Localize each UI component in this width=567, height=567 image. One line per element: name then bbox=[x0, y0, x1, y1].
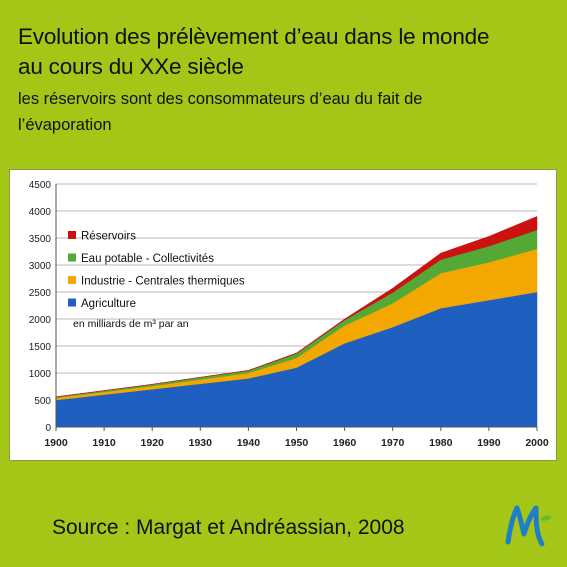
x-tick-label: 1990 bbox=[477, 437, 501, 449]
unit-note: en milliards de m³ par an bbox=[73, 318, 189, 330]
y-tick-label: 4500 bbox=[29, 180, 52, 191]
legend: Réservoirs Eau potable - Collectivités Ind… bbox=[68, 231, 245, 330]
area-reservoirs bbox=[55, 216, 538, 398]
logo-m-stroke bbox=[505, 505, 545, 547]
chart-title: Evolution des prélèvement d’eau dans le … bbox=[18, 22, 553, 82]
y-tick-label: 500 bbox=[34, 396, 51, 407]
stacked-area-chart: 0 500 1000 1500 2000 2500 3000 3500 4000 4500 1900… bbox=[29, 180, 549, 449]
x-tick-label: 1960 bbox=[333, 437, 357, 449]
chart-panel: 0 500 1000 1500 2000 2500 3000 3500 4000 4500 1900… bbox=[9, 169, 557, 461]
source-credit: Source : Margat et Andréassian, 2008 bbox=[52, 516, 405, 539]
subtitle-line-2: l’évaporation bbox=[18, 116, 112, 134]
legend-label: Agriculture bbox=[81, 298, 136, 310]
y-tick-label: 0 bbox=[45, 423, 51, 434]
legend-swatch bbox=[68, 298, 76, 307]
subtitle-line-1: les réservoirs sont des consommateurs d’… bbox=[18, 90, 423, 108]
series-areas bbox=[55, 216, 538, 428]
legend-swatch bbox=[68, 253, 76, 262]
y-tick-label: 1500 bbox=[29, 342, 52, 353]
title-line-1: Evolution des prélèvement d’eau dans le … bbox=[18, 24, 490, 49]
legend-swatch bbox=[68, 276, 76, 284]
tick-labels: 0 500 1000 1500 2000 2500 3000 3500 4000 4500 1900… bbox=[29, 180, 549, 449]
gridlines bbox=[56, 183, 537, 401]
y-tick-label: 1000 bbox=[29, 369, 52, 380]
x-tick-label: 1900 bbox=[44, 437, 68, 449]
x-tick-label: 1980 bbox=[429, 437, 453, 449]
x-tick-label: 1940 bbox=[237, 437, 261, 449]
y-tick-label: 3500 bbox=[29, 234, 52, 245]
chart-subtitle: les réservoirs sont des consommateurs d’… bbox=[18, 86, 553, 138]
x-tick-label: 1910 bbox=[92, 437, 116, 449]
x-tick-label: 1920 bbox=[141, 437, 165, 449]
x-tick-label: 2000 bbox=[525, 437, 549, 449]
legend-label: Industrie - Centrales thermiques bbox=[81, 276, 245, 288]
y-tick-label: 2000 bbox=[29, 315, 52, 326]
x-tick-label: 1930 bbox=[189, 437, 213, 449]
y-tick-label: 4000 bbox=[29, 207, 52, 218]
y-tick-label: 2500 bbox=[29, 288, 52, 299]
legend-label: Réservoirs bbox=[81, 231, 136, 243]
header: Evolution des prélèvement d’eau dans le … bbox=[18, 22, 553, 138]
axes bbox=[55, 184, 538, 431]
title-line-2: au cours du XXe siècle bbox=[18, 54, 244, 79]
brand-logo bbox=[505, 505, 552, 547]
x-tick-label: 1970 bbox=[381, 437, 405, 449]
logo-leaf bbox=[540, 515, 552, 521]
legend-label: Eau potable - Collectivités bbox=[81, 253, 214, 265]
y-tick-label: 3000 bbox=[29, 261, 52, 272]
x-tick-label: 1950 bbox=[285, 437, 309, 449]
legend-swatch bbox=[68, 231, 76, 239]
